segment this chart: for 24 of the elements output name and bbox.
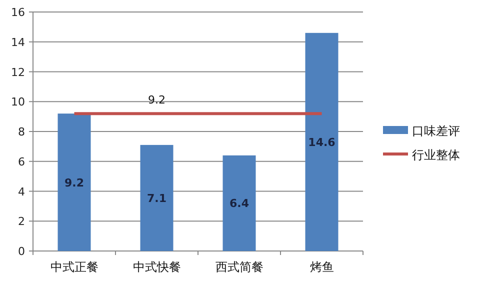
y-tick-label: 4: [18, 185, 25, 198]
data-label: 9.2: [148, 94, 166, 107]
x-tick-label: 西式简餐: [215, 260, 264, 274]
legend-label: 口味差评: [412, 124, 460, 138]
legend-label: 行业整体: [412, 148, 460, 162]
data-label: 9.2: [64, 176, 84, 190]
y-tick-label: 12: [11, 66, 25, 79]
y-tick-label: 10: [11, 96, 25, 109]
bar: [222, 155, 256, 251]
data-label: 6.4: [230, 197, 250, 210]
y-tick-label: 8: [18, 126, 25, 138]
data-label: 7.1: [147, 192, 166, 205]
y-tick-label: 14: [11, 36, 25, 49]
bar: [58, 114, 91, 251]
data-label: 14.6: [308, 136, 336, 149]
x-tick-label: 中式正餐: [50, 260, 98, 274]
y-tick-label: 16: [11, 6, 25, 19]
x-tick-label: 中式快餐: [132, 260, 181, 274]
y-tick-label: 6: [18, 155, 25, 168]
bar: [305, 32, 338, 251]
y-tick-label: 2: [18, 215, 25, 228]
x-tick-label: 烤鱼: [310, 260, 334, 274]
bar: [140, 144, 174, 251]
y-tick-label: 0: [18, 245, 25, 258]
